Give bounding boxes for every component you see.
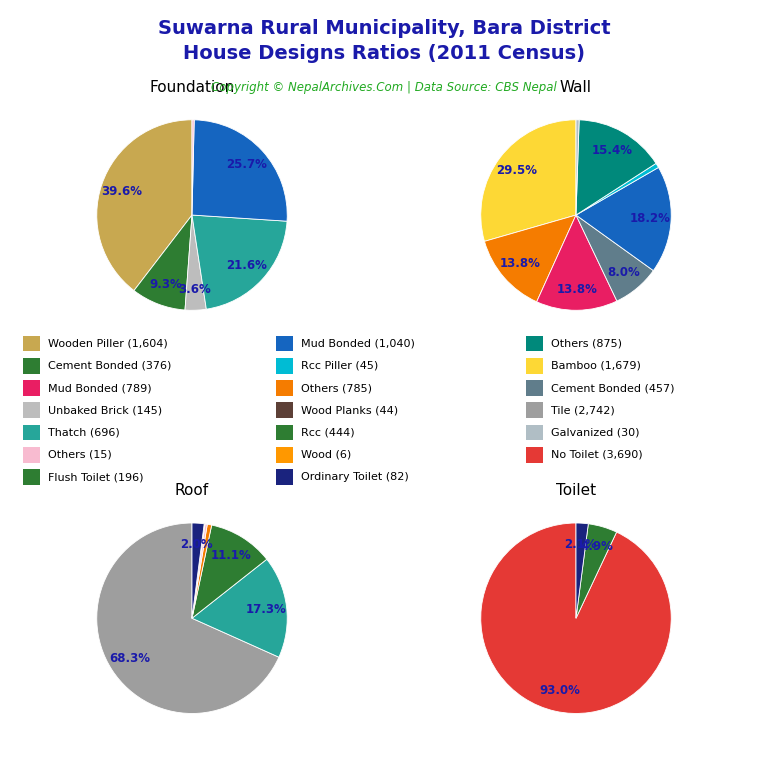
- Wedge shape: [192, 525, 212, 618]
- Text: Others (15): Others (15): [48, 450, 111, 460]
- Text: Bamboo (1,679): Bamboo (1,679): [551, 361, 641, 371]
- FancyBboxPatch shape: [526, 358, 543, 373]
- FancyBboxPatch shape: [526, 402, 543, 418]
- FancyBboxPatch shape: [276, 469, 293, 485]
- Text: Cement Bonded (457): Cement Bonded (457): [551, 383, 674, 393]
- Text: Rcc Piller (45): Rcc Piller (45): [301, 361, 379, 371]
- Text: 68.3%: 68.3%: [109, 652, 151, 665]
- Text: 3.6%: 3.6%: [178, 283, 211, 296]
- Title: Wall: Wall: [560, 80, 592, 94]
- Text: 2.1%: 2.1%: [564, 538, 598, 551]
- Wedge shape: [134, 215, 192, 310]
- Wedge shape: [192, 524, 207, 618]
- FancyBboxPatch shape: [526, 380, 543, 396]
- Text: 13.8%: 13.8%: [499, 257, 540, 270]
- Text: Mud Bonded (789): Mud Bonded (789): [48, 383, 151, 393]
- FancyBboxPatch shape: [23, 447, 40, 463]
- Wedge shape: [192, 523, 204, 618]
- Text: Suwarna Rural Municipality, Bara District
House Designs Ratios (2011 Census): Suwarna Rural Municipality, Bara Distric…: [157, 19, 611, 63]
- Text: 29.5%: 29.5%: [496, 164, 537, 177]
- Text: 8.0%: 8.0%: [607, 266, 640, 279]
- Wedge shape: [481, 523, 671, 713]
- Title: Toilet: Toilet: [556, 483, 596, 498]
- Text: Cement Bonded (376): Cement Bonded (376): [48, 361, 171, 371]
- Wedge shape: [192, 120, 194, 215]
- FancyBboxPatch shape: [276, 358, 293, 373]
- Text: Wood (6): Wood (6): [301, 450, 351, 460]
- Text: Rcc (444): Rcc (444): [301, 428, 355, 438]
- Wedge shape: [481, 120, 576, 241]
- FancyBboxPatch shape: [23, 425, 40, 441]
- Text: Others (875): Others (875): [551, 339, 621, 349]
- Text: 18.2%: 18.2%: [630, 212, 670, 225]
- Wedge shape: [576, 215, 654, 301]
- FancyBboxPatch shape: [276, 447, 293, 463]
- Wedge shape: [576, 164, 658, 215]
- Text: Galvanized (30): Galvanized (30): [551, 428, 639, 438]
- Wedge shape: [192, 215, 287, 310]
- Text: 25.7%: 25.7%: [227, 158, 267, 171]
- Wedge shape: [192, 559, 287, 657]
- FancyBboxPatch shape: [23, 336, 40, 351]
- Text: Flush Toilet (196): Flush Toilet (196): [48, 472, 143, 482]
- Wedge shape: [576, 120, 656, 215]
- Title: Roof: Roof: [175, 483, 209, 498]
- Text: 15.4%: 15.4%: [592, 144, 633, 157]
- Text: 17.3%: 17.3%: [245, 603, 286, 616]
- Text: 21.6%: 21.6%: [227, 259, 267, 272]
- Text: Wooden Piller (1,604): Wooden Piller (1,604): [48, 339, 167, 349]
- Text: Wood Planks (44): Wood Planks (44): [301, 406, 398, 415]
- Wedge shape: [576, 523, 588, 618]
- Wedge shape: [192, 525, 266, 618]
- Text: 2.0%: 2.0%: [180, 538, 213, 551]
- FancyBboxPatch shape: [526, 425, 543, 441]
- Text: Unbaked Brick (145): Unbaked Brick (145): [48, 406, 162, 415]
- Text: Others (785): Others (785): [301, 383, 372, 393]
- FancyBboxPatch shape: [23, 469, 40, 485]
- Wedge shape: [537, 215, 617, 310]
- Wedge shape: [97, 523, 279, 713]
- Text: Mud Bonded (1,040): Mud Bonded (1,040): [301, 339, 415, 349]
- Title: Foundation: Foundation: [149, 80, 235, 94]
- FancyBboxPatch shape: [23, 358, 40, 373]
- Text: Tile (2,742): Tile (2,742): [551, 406, 614, 415]
- FancyBboxPatch shape: [276, 380, 293, 396]
- Wedge shape: [192, 524, 205, 618]
- Text: No Toilet (3,690): No Toilet (3,690): [551, 450, 642, 460]
- Text: 93.0%: 93.0%: [539, 684, 580, 697]
- Text: 9.3%: 9.3%: [149, 278, 182, 291]
- Wedge shape: [185, 215, 207, 310]
- Text: 4.9%: 4.9%: [581, 541, 614, 554]
- Wedge shape: [192, 120, 287, 221]
- Text: 13.8%: 13.8%: [556, 283, 598, 296]
- FancyBboxPatch shape: [276, 425, 293, 441]
- FancyBboxPatch shape: [526, 447, 543, 463]
- Wedge shape: [576, 120, 579, 215]
- FancyBboxPatch shape: [276, 336, 293, 351]
- FancyBboxPatch shape: [526, 336, 543, 351]
- FancyBboxPatch shape: [23, 380, 40, 396]
- Text: 11.1%: 11.1%: [210, 548, 252, 561]
- Wedge shape: [576, 167, 671, 270]
- Text: Copyright © NepalArchives.Com | Data Source: CBS Nepal: Copyright © NepalArchives.Com | Data Sou…: [211, 81, 557, 94]
- Wedge shape: [576, 524, 617, 618]
- Text: 39.6%: 39.6%: [101, 184, 142, 197]
- FancyBboxPatch shape: [23, 402, 40, 418]
- Text: Ordinary Toilet (82): Ordinary Toilet (82): [301, 472, 409, 482]
- Wedge shape: [97, 120, 192, 290]
- Text: Thatch (696): Thatch (696): [48, 428, 119, 438]
- FancyBboxPatch shape: [276, 402, 293, 418]
- Wedge shape: [485, 215, 576, 302]
